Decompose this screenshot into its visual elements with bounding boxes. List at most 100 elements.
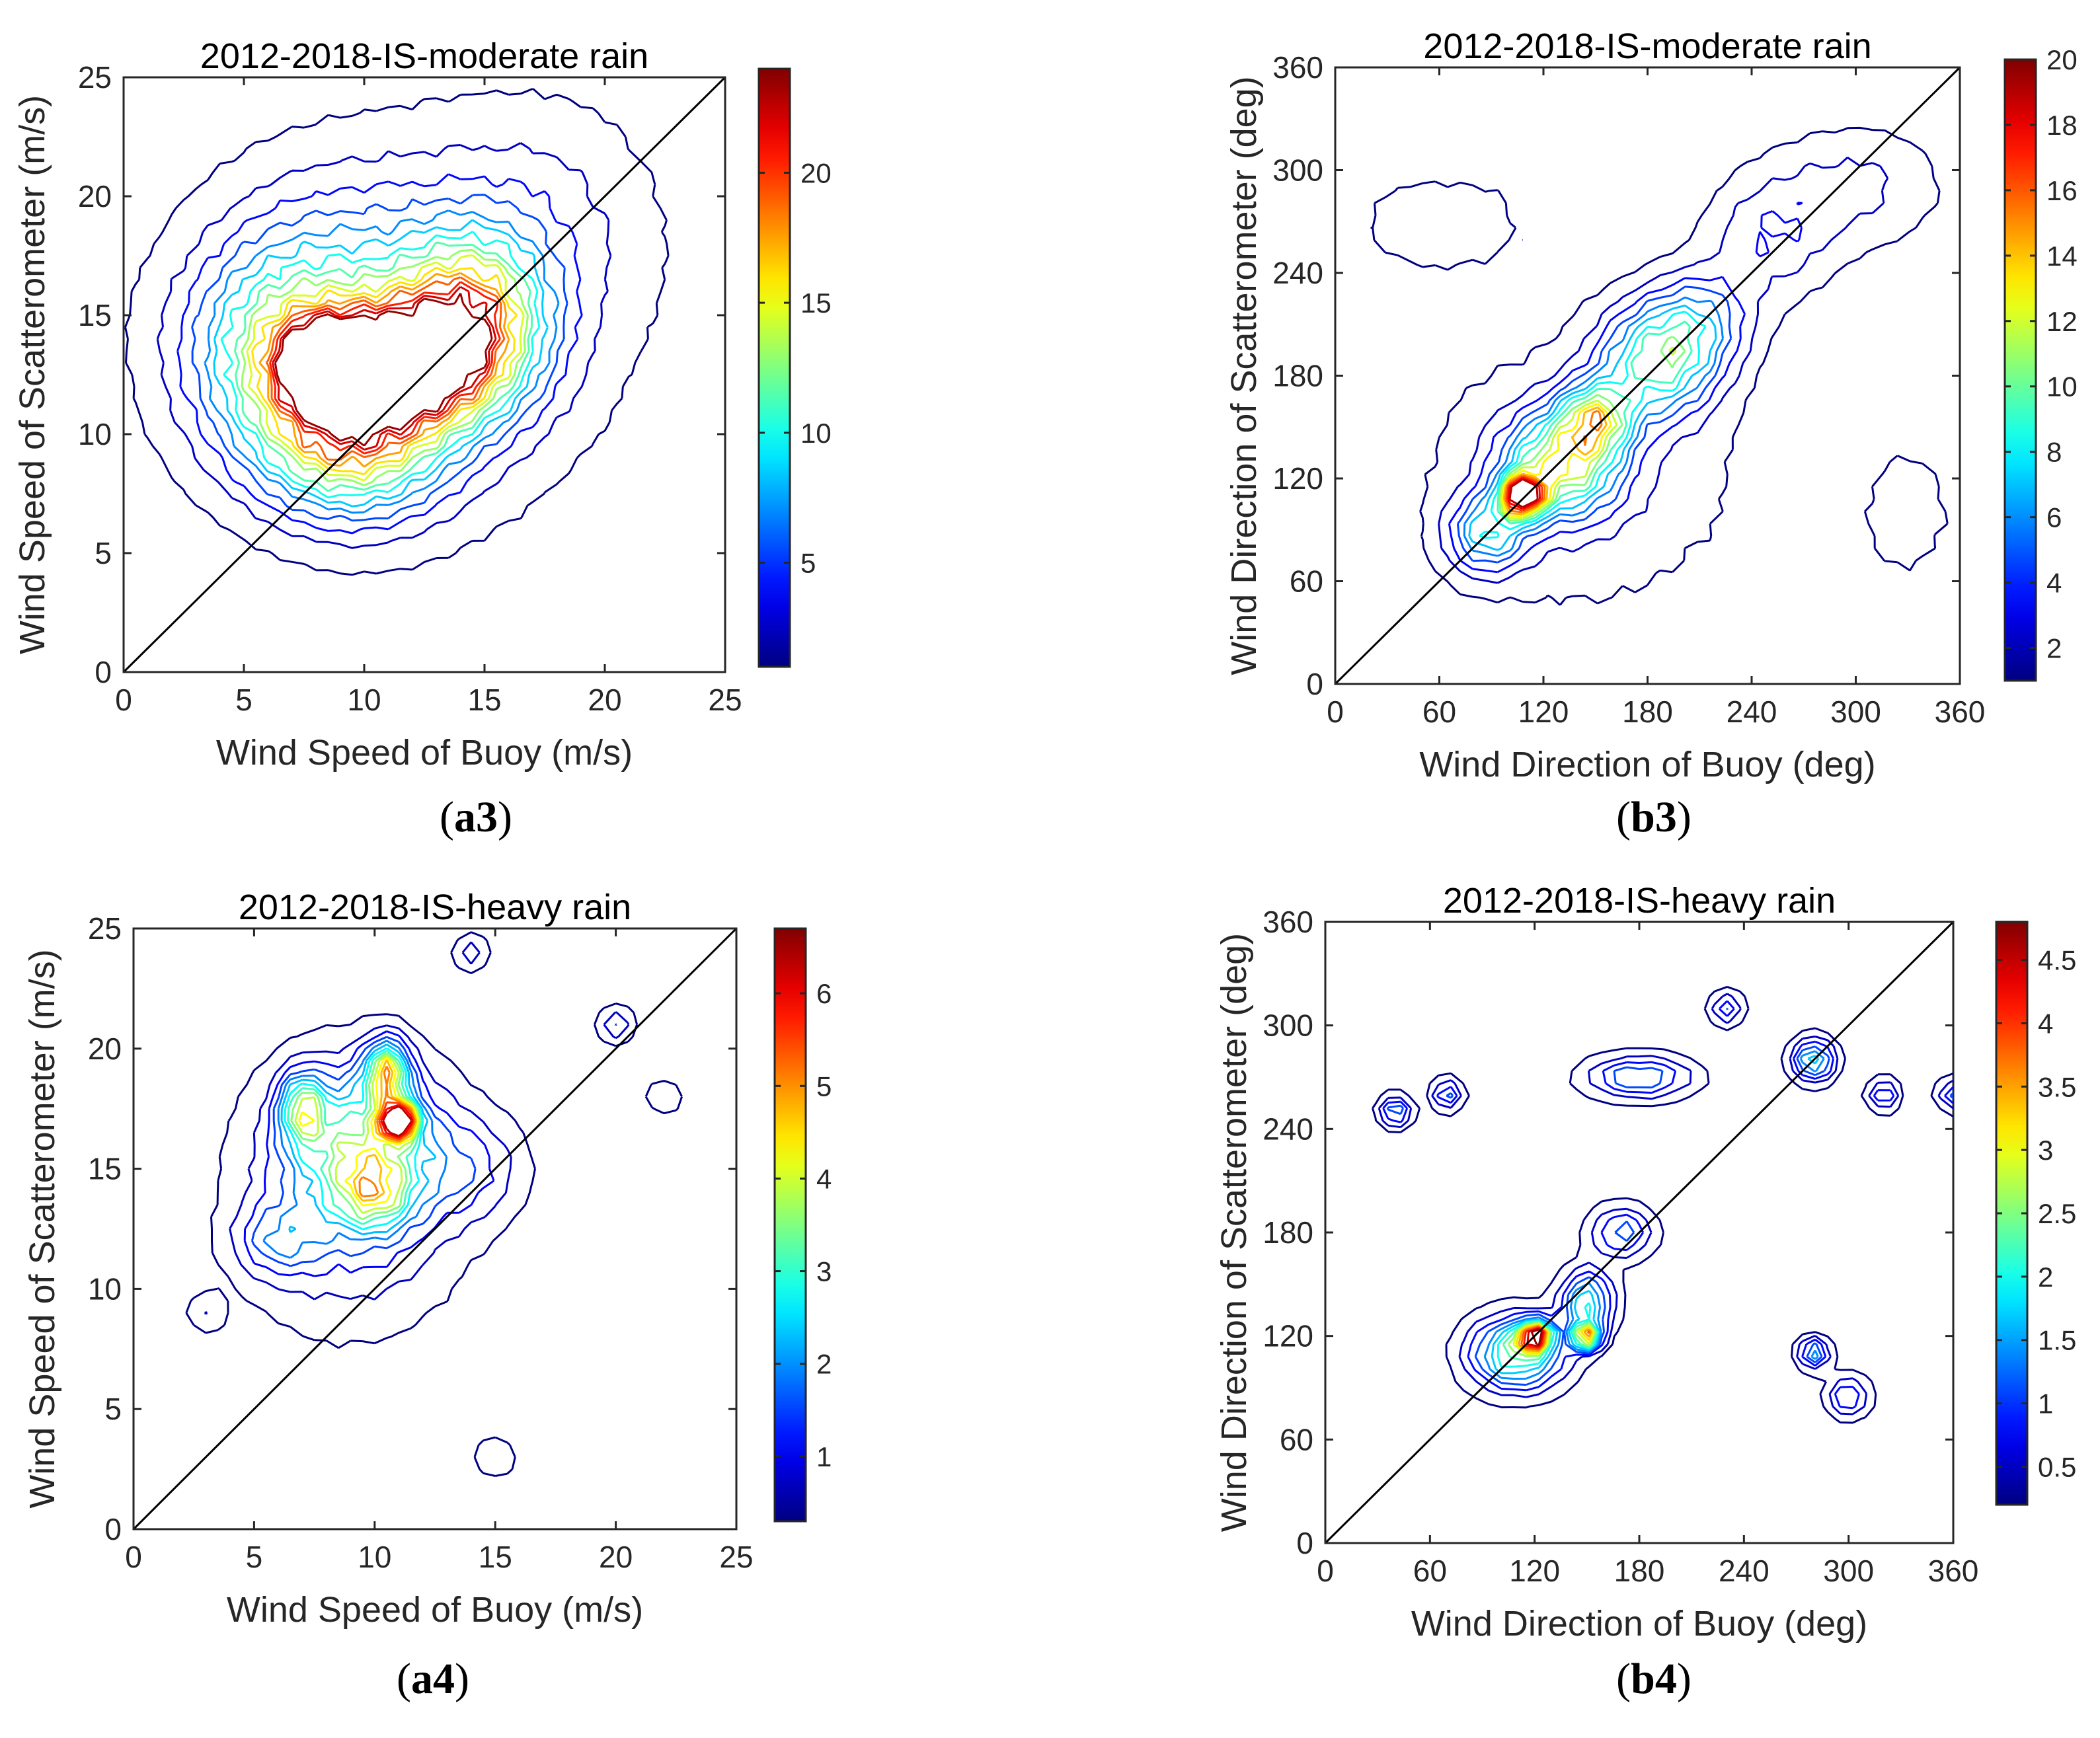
y-tick-label: 360 xyxy=(1263,905,1313,939)
x-tick-label: 60 xyxy=(1413,1554,1447,1588)
x-tick-label: 0 xyxy=(1327,695,1344,729)
y-tick-label: 20 xyxy=(78,179,112,213)
contour-level-3 xyxy=(243,1023,617,1277)
one-to-one-line xyxy=(1334,66,1961,685)
x-tick-label: 300 xyxy=(1823,1554,1874,1588)
y-axis-label: Wind Direction of Scatterometer (deg) xyxy=(1214,933,1254,1532)
colorbar xyxy=(2003,58,2037,682)
x-axis-label: Wind Direction of Buoy (deg) xyxy=(1411,1604,1867,1644)
panel-label-open: ( xyxy=(440,793,454,841)
panel-label: (b4) xyxy=(1616,1655,1692,1703)
contour-level-11 xyxy=(298,1057,419,1207)
x-tick-label: 15 xyxy=(479,1540,512,1574)
colorbar-tick-label: 4 xyxy=(2038,1008,2053,1039)
x-tick-label: 5 xyxy=(246,1540,263,1574)
y-tick-label: 20 xyxy=(88,1032,122,1066)
panel-label: (a3) xyxy=(440,793,512,841)
contour-level-11 xyxy=(251,266,518,476)
chart-title: 2012-2018-IS-heavy rain xyxy=(1443,881,1836,921)
colorbar-tick-label: 0.5 xyxy=(2038,1451,2076,1482)
colorbar-tick-label: 4 xyxy=(2046,568,2062,599)
colorbar xyxy=(773,927,807,1523)
y-tick-label: 300 xyxy=(1272,153,1323,188)
x-tick-label: 0 xyxy=(125,1540,142,1574)
contour-lines xyxy=(124,88,670,576)
y-tick-label: 60 xyxy=(1280,1422,1313,1456)
contour-level-5 xyxy=(204,209,560,514)
contour-level-7 xyxy=(1479,311,1707,539)
panel-label-text: a3 xyxy=(454,793,498,841)
contour-level-16 xyxy=(274,293,493,447)
x-tick-label: 25 xyxy=(708,683,742,717)
y-tick-label: 120 xyxy=(1272,461,1323,496)
colorbar-tick-label: 5 xyxy=(800,548,816,579)
panel-label-text: a4 xyxy=(411,1655,455,1703)
contour-level-9 xyxy=(240,248,529,486)
contour-level-2 xyxy=(1438,157,1889,584)
y-tick-label: 180 xyxy=(1263,1215,1313,1250)
x-tick-label: 300 xyxy=(1830,695,1881,729)
y-tick-label: 0 xyxy=(1306,667,1323,701)
contour-level-3 xyxy=(176,173,583,535)
contour-level-13 xyxy=(265,276,506,461)
y-tick-label: 25 xyxy=(78,60,112,94)
colorbar-tick-label: 20 xyxy=(2046,44,2078,75)
contour-level-15 xyxy=(271,285,497,451)
contour-level-15 xyxy=(1526,1327,1544,1347)
chart-b4: 0 60 120 180 240 300 360 0 60 120 180 240 300 360 2012… xyxy=(1214,881,2076,1703)
y-tick-label: 10 xyxy=(88,1271,122,1306)
contour-level-9 xyxy=(290,1052,422,1221)
contour-level-4 xyxy=(191,194,568,522)
panel-label-close: ) xyxy=(1677,1655,1692,1703)
colorbar-tick-label: 2 xyxy=(2038,1262,2053,1293)
contour-level-1 xyxy=(1370,126,1949,606)
colorbar-tick-label: 2 xyxy=(816,1349,832,1380)
chart-title: 2012-2018-IS-moderate rain xyxy=(1423,26,1871,66)
x-tick-label: 180 xyxy=(1622,695,1673,729)
contour-level-6 xyxy=(213,219,549,508)
colorbar-tick-label: 16 xyxy=(2046,175,2078,206)
x-tick-label: 240 xyxy=(1719,1554,1769,1588)
contour-level-6 xyxy=(280,1043,437,1236)
x-axis-label: Wind Speed of Buoy (m/s) xyxy=(216,733,633,773)
contour-level-3 xyxy=(1448,202,1803,574)
y-tick-label: 25 xyxy=(88,911,122,946)
x-tick-label: 10 xyxy=(358,1540,391,1574)
contour-level-13 xyxy=(358,1065,416,1197)
contour-level-15 xyxy=(380,1104,414,1139)
colorbar-tick-label: 8 xyxy=(2046,437,2062,468)
chart-a3: 0 5 10 15 20 25 0 5 10 15 20 25 2012-2018-IS-moderat… xyxy=(13,36,832,841)
contour-level-7 xyxy=(284,1047,424,1230)
contour-level-12 xyxy=(258,272,510,468)
colorbar-tick-label: 6 xyxy=(816,978,832,1009)
colorbar-tick-label: 15 xyxy=(800,287,832,319)
panel-label: (a4) xyxy=(397,1655,469,1703)
x-tick-label: 360 xyxy=(1928,1554,1979,1588)
x-tick-label: 20 xyxy=(588,683,621,717)
colorbar-tick-label: 4 xyxy=(816,1163,832,1194)
panel-label-close: ) xyxy=(1677,793,1692,841)
one-to-one-line xyxy=(122,76,726,673)
panel-label-open: ( xyxy=(397,1655,411,1703)
contour-level-16 xyxy=(1530,1328,1543,1346)
contour-level-8 xyxy=(287,1049,423,1225)
chart-title: 2012-2018-IS-moderate rain xyxy=(200,36,648,76)
x-tick-label: 15 xyxy=(467,683,501,717)
x-tick-label: 10 xyxy=(347,683,381,717)
y-tick-label: 5 xyxy=(104,1392,122,1426)
y-axis-label: Wind Speed of Scatterometer (m/s) xyxy=(22,949,62,1508)
colorbar-tick-label: 1.5 xyxy=(2038,1325,2076,1356)
contour-level-2 xyxy=(204,941,630,1315)
y-tick-label: 180 xyxy=(1272,359,1323,393)
colorbar-tick-label: 2 xyxy=(2046,633,2062,664)
y-tick-label: 0 xyxy=(104,1512,122,1546)
x-tick-label: 360 xyxy=(1935,695,1986,729)
y-tick-label: 5 xyxy=(95,536,112,570)
colorbar-tick-label: 3 xyxy=(2038,1135,2053,1166)
colorbar-tick-label: 5 xyxy=(816,1071,832,1102)
colorbar-tick-label: 10 xyxy=(2046,371,2078,402)
contour-level-16 xyxy=(382,1106,412,1137)
panel-label-close: ) xyxy=(455,1655,469,1703)
y-tick-label: 240 xyxy=(1263,1112,1313,1146)
